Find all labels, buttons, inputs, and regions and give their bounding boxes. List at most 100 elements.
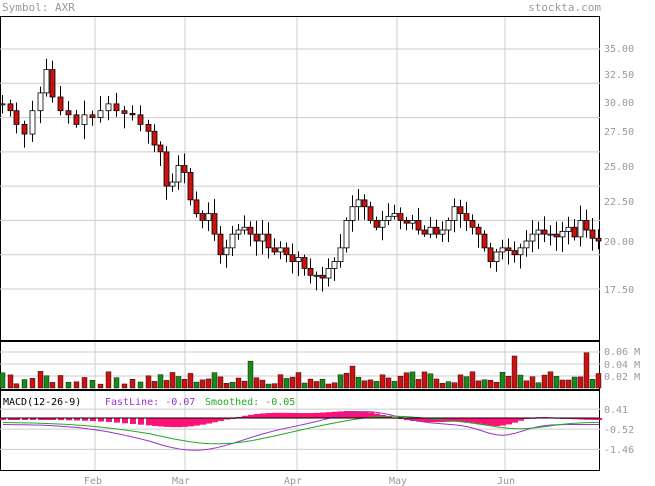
candle-body	[157, 144, 164, 153]
macd-axis: 0.41 -0.52 -1.46	[604, 405, 634, 456]
volume-bar	[487, 379, 494, 389]
price-panel-frame	[0, 16, 600, 341]
candle-body	[583, 220, 590, 231]
candle-body	[217, 233, 224, 256]
candle-body	[89, 114, 96, 118]
candle-body	[175, 165, 182, 183]
candle-body	[187, 172, 194, 201]
macd-bar	[0, 418, 6, 421]
volume-tick: 0.06 M	[604, 347, 640, 358]
macd-smooth-label: Smoothed: -0.05	[205, 397, 295, 408]
candle-body	[571, 226, 578, 238]
candle-body	[547, 233, 554, 236]
candle-body	[421, 229, 428, 235]
volume-bar	[169, 372, 176, 389]
candle-body	[445, 220, 452, 231]
price-tick: 20.00	[604, 237, 634, 248]
volume-tick: 0.02 M	[604, 372, 640, 383]
candle-body	[337, 247, 344, 262]
candle-body	[259, 233, 266, 242]
candle-body	[169, 181, 176, 187]
macd-bar	[114, 418, 120, 423]
candle-body	[163, 151, 170, 187]
volume-bar	[511, 355, 518, 389]
volume-bars	[0, 352, 602, 389]
candle-body	[181, 165, 188, 173]
macd-bar	[30, 418, 36, 420]
macd-bar	[410, 418, 416, 422]
macd-bar	[476, 418, 482, 424]
candle-body	[451, 206, 458, 221]
volume-bar	[499, 372, 506, 389]
volume-bar	[137, 381, 144, 389]
volume-bar	[241, 380, 248, 389]
macd-bar	[512, 418, 518, 423]
volume-bar	[0, 372, 6, 389]
price-candles	[0, 58, 602, 292]
volume-bar	[29, 378, 36, 389]
candle-body	[193, 199, 200, 214]
macd-bar	[158, 418, 164, 427]
macd-bar	[488, 418, 494, 426]
grid-lines	[0, 17, 600, 470]
volume-bar	[163, 380, 170, 389]
macd-bar	[356, 411, 362, 418]
macd-bar	[138, 418, 144, 425]
macd-bar	[500, 418, 506, 426]
volume-bar	[121, 383, 128, 389]
macd-bar	[590, 418, 596, 420]
volume-bar	[199, 379, 206, 389]
volume-bar	[505, 376, 512, 389]
candle-body	[295, 257, 302, 262]
macd-bar	[368, 412, 374, 418]
candle-body	[49, 69, 56, 98]
volume-bar	[211, 372, 218, 389]
candle-body	[301, 257, 308, 269]
candle-body	[595, 237, 602, 242]
month-label: Feb	[84, 476, 102, 486]
candle-body	[439, 229, 446, 235]
volume-bar	[157, 374, 164, 389]
candle-body	[81, 114, 88, 125]
candle-body	[535, 229, 542, 235]
volume-bar	[193, 381, 200, 389]
macd-fast-label: FastLine: -0.07	[105, 397, 195, 408]
price-tick: 32.50	[604, 70, 634, 81]
price-tick: 22.50	[604, 197, 634, 208]
volume-bar	[229, 382, 236, 389]
macd-bar	[14, 418, 20, 420]
volume-bar	[427, 373, 434, 389]
candle-body	[113, 103, 120, 112]
volume-bar	[421, 371, 428, 389]
candle-body	[247, 226, 254, 235]
volume-bar	[469, 371, 476, 389]
volume-bar	[253, 377, 260, 389]
macd-bar	[224, 418, 230, 420]
volume-bar	[493, 382, 500, 389]
candle-body	[223, 247, 230, 256]
candle-body	[7, 103, 14, 112]
volume-bar	[391, 381, 398, 389]
volume-bar	[529, 376, 536, 389]
volume-panel-frame	[0, 341, 600, 390]
candle-body	[145, 124, 152, 132]
macd-bar	[58, 418, 64, 421]
volume-bar	[349, 365, 356, 389]
macd-bar	[212, 418, 218, 423]
volume-bar	[21, 379, 28, 389]
volume-bar	[445, 381, 452, 389]
candle-body	[373, 220, 380, 228]
symbol-label: Symbol: AXR	[2, 1, 75, 14]
volume-bar	[589, 379, 596, 389]
volume-bar	[265, 383, 272, 389]
macd-bar	[458, 418, 464, 422]
candle-body	[481, 233, 488, 249]
volume-bar	[397, 375, 404, 389]
macd-bar	[206, 418, 212, 424]
volume-bar	[307, 378, 314, 389]
volume-bar	[313, 381, 320, 389]
macd-bar	[272, 412, 278, 418]
macd-bar	[446, 418, 452, 422]
volume-bar	[331, 382, 338, 389]
price-tick: 30.00	[604, 98, 634, 109]
